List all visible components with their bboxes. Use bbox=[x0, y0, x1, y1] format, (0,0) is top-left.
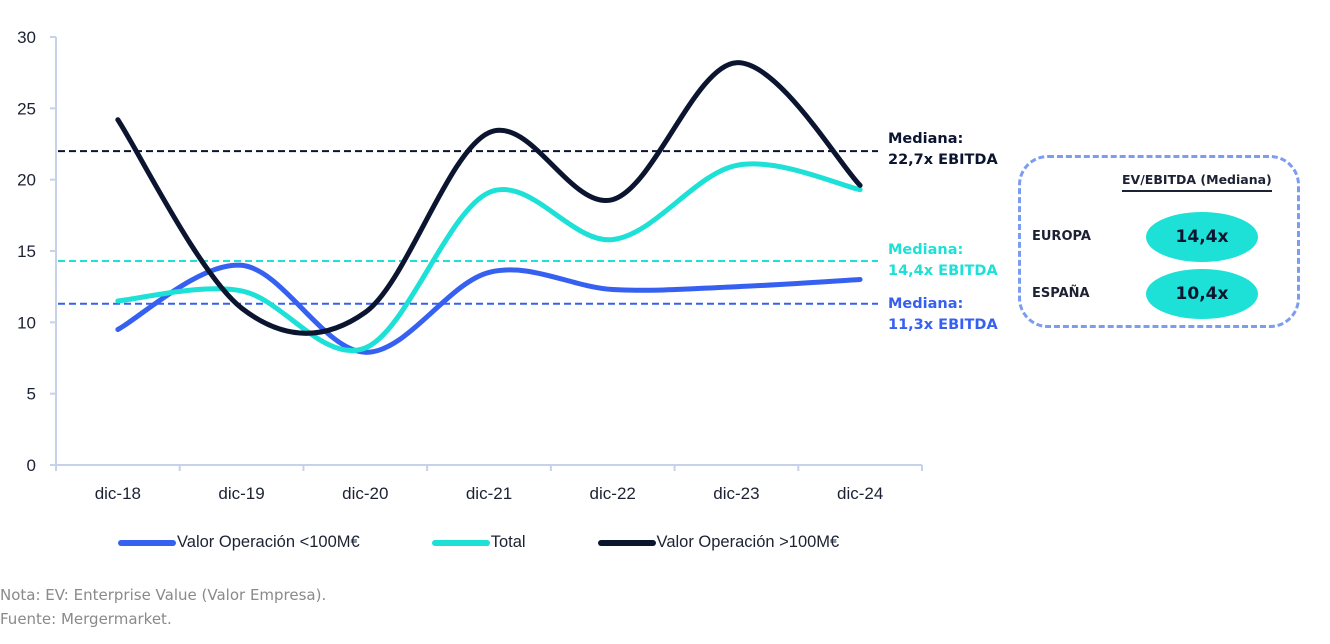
legend-swatch-total bbox=[431, 539, 490, 546]
median-label-below-100m: Mediana: 11,3x EBITDA bbox=[888, 294, 998, 336]
x-tick-label: dic-18 bbox=[95, 484, 141, 503]
median-label-total: Mediana: 14,4x EBITDA bbox=[888, 240, 998, 282]
y-tick-label: 20 bbox=[17, 171, 36, 190]
median-label-total-line1: Mediana: bbox=[888, 242, 964, 258]
median-label-above-100m: Mediana: 22,7x EBITDA bbox=[888, 129, 998, 171]
ev-ebitda-box bbox=[1018, 155, 1300, 328]
x-tick-label: dic-19 bbox=[218, 484, 264, 503]
x-axis: dic-18 dic-19 dic-20 dic-21 dic-22 dic-23 dic-… bbox=[50, 464, 923, 503]
y-axis: 0 5 10 15 20 25 30 bbox=[17, 28, 57, 475]
series-line-below-100m bbox=[115, 262, 863, 355]
series-line-total bbox=[115, 161, 863, 353]
y-tick-label: 10 bbox=[17, 313, 36, 332]
y-tick-label: 5 bbox=[27, 385, 36, 404]
y-tick-label: 15 bbox=[17, 242, 36, 261]
legend-item-below-100m: Valor Operación <100M€ bbox=[118, 533, 360, 552]
legend-item-above-100m: Valor Operación >100M€ bbox=[597, 533, 840, 552]
median-label-above-100m-line2: 22,7x EBITDA bbox=[888, 152, 998, 168]
y-tick-label: 30 bbox=[17, 28, 36, 47]
series-line-above-100m bbox=[115, 60, 863, 336]
y-tick-label: 0 bbox=[27, 456, 36, 475]
ev-pill-europa: 14,4x bbox=[1146, 212, 1258, 262]
ev-row-label-espana: ESPAÑA bbox=[1032, 286, 1090, 301]
y-tick-label: 25 bbox=[17, 99, 36, 118]
median-label-total-line2: 14,4x EBITDA bbox=[888, 263, 998, 279]
note-line: Nota: EV: Enterprise Value (Valor Empres… bbox=[0, 586, 327, 604]
legend-label-below-100m: Valor Operación <100M€ bbox=[177, 533, 360, 551]
x-tick-label: dic-24 bbox=[837, 484, 883, 503]
source-line: Fuente: Mergermarket. bbox=[0, 610, 172, 628]
legend-label-above-100m: Valor Operación >100M€ bbox=[656, 533, 840, 551]
median-label-above-100m-line1: Mediana: bbox=[888, 131, 964, 147]
ev-ebitda-title: EV/EBITDA (Mediana) bbox=[1122, 172, 1272, 192]
legend-item-total: Total bbox=[431, 533, 526, 552]
x-tick-label: dic-20 bbox=[342, 484, 388, 503]
chart-legend: Valor Operación <100M€ Total Valor Opera… bbox=[118, 533, 911, 552]
legend-swatch-above-100m bbox=[597, 539, 656, 546]
series-lines bbox=[115, 60, 863, 355]
legend-label-total: Total bbox=[490, 533, 526, 551]
x-tick-label: dic-23 bbox=[713, 484, 759, 503]
legend-swatch-below-100m bbox=[118, 539, 176, 546]
ev-pill-espana: 10,4x bbox=[1146, 269, 1258, 319]
median-label-below-100m-line2: 11,3x EBITDA bbox=[888, 317, 998, 333]
median-label-below-100m-line1: Mediana: bbox=[888, 296, 964, 312]
x-tick-label: dic-22 bbox=[590, 484, 636, 503]
x-tick-label: dic-21 bbox=[466, 484, 512, 503]
ev-row-label-europa: EUROPA bbox=[1032, 229, 1091, 244]
chart-notes: Nota: EV: Enterprise Value (Valor Empres… bbox=[0, 583, 326, 631]
